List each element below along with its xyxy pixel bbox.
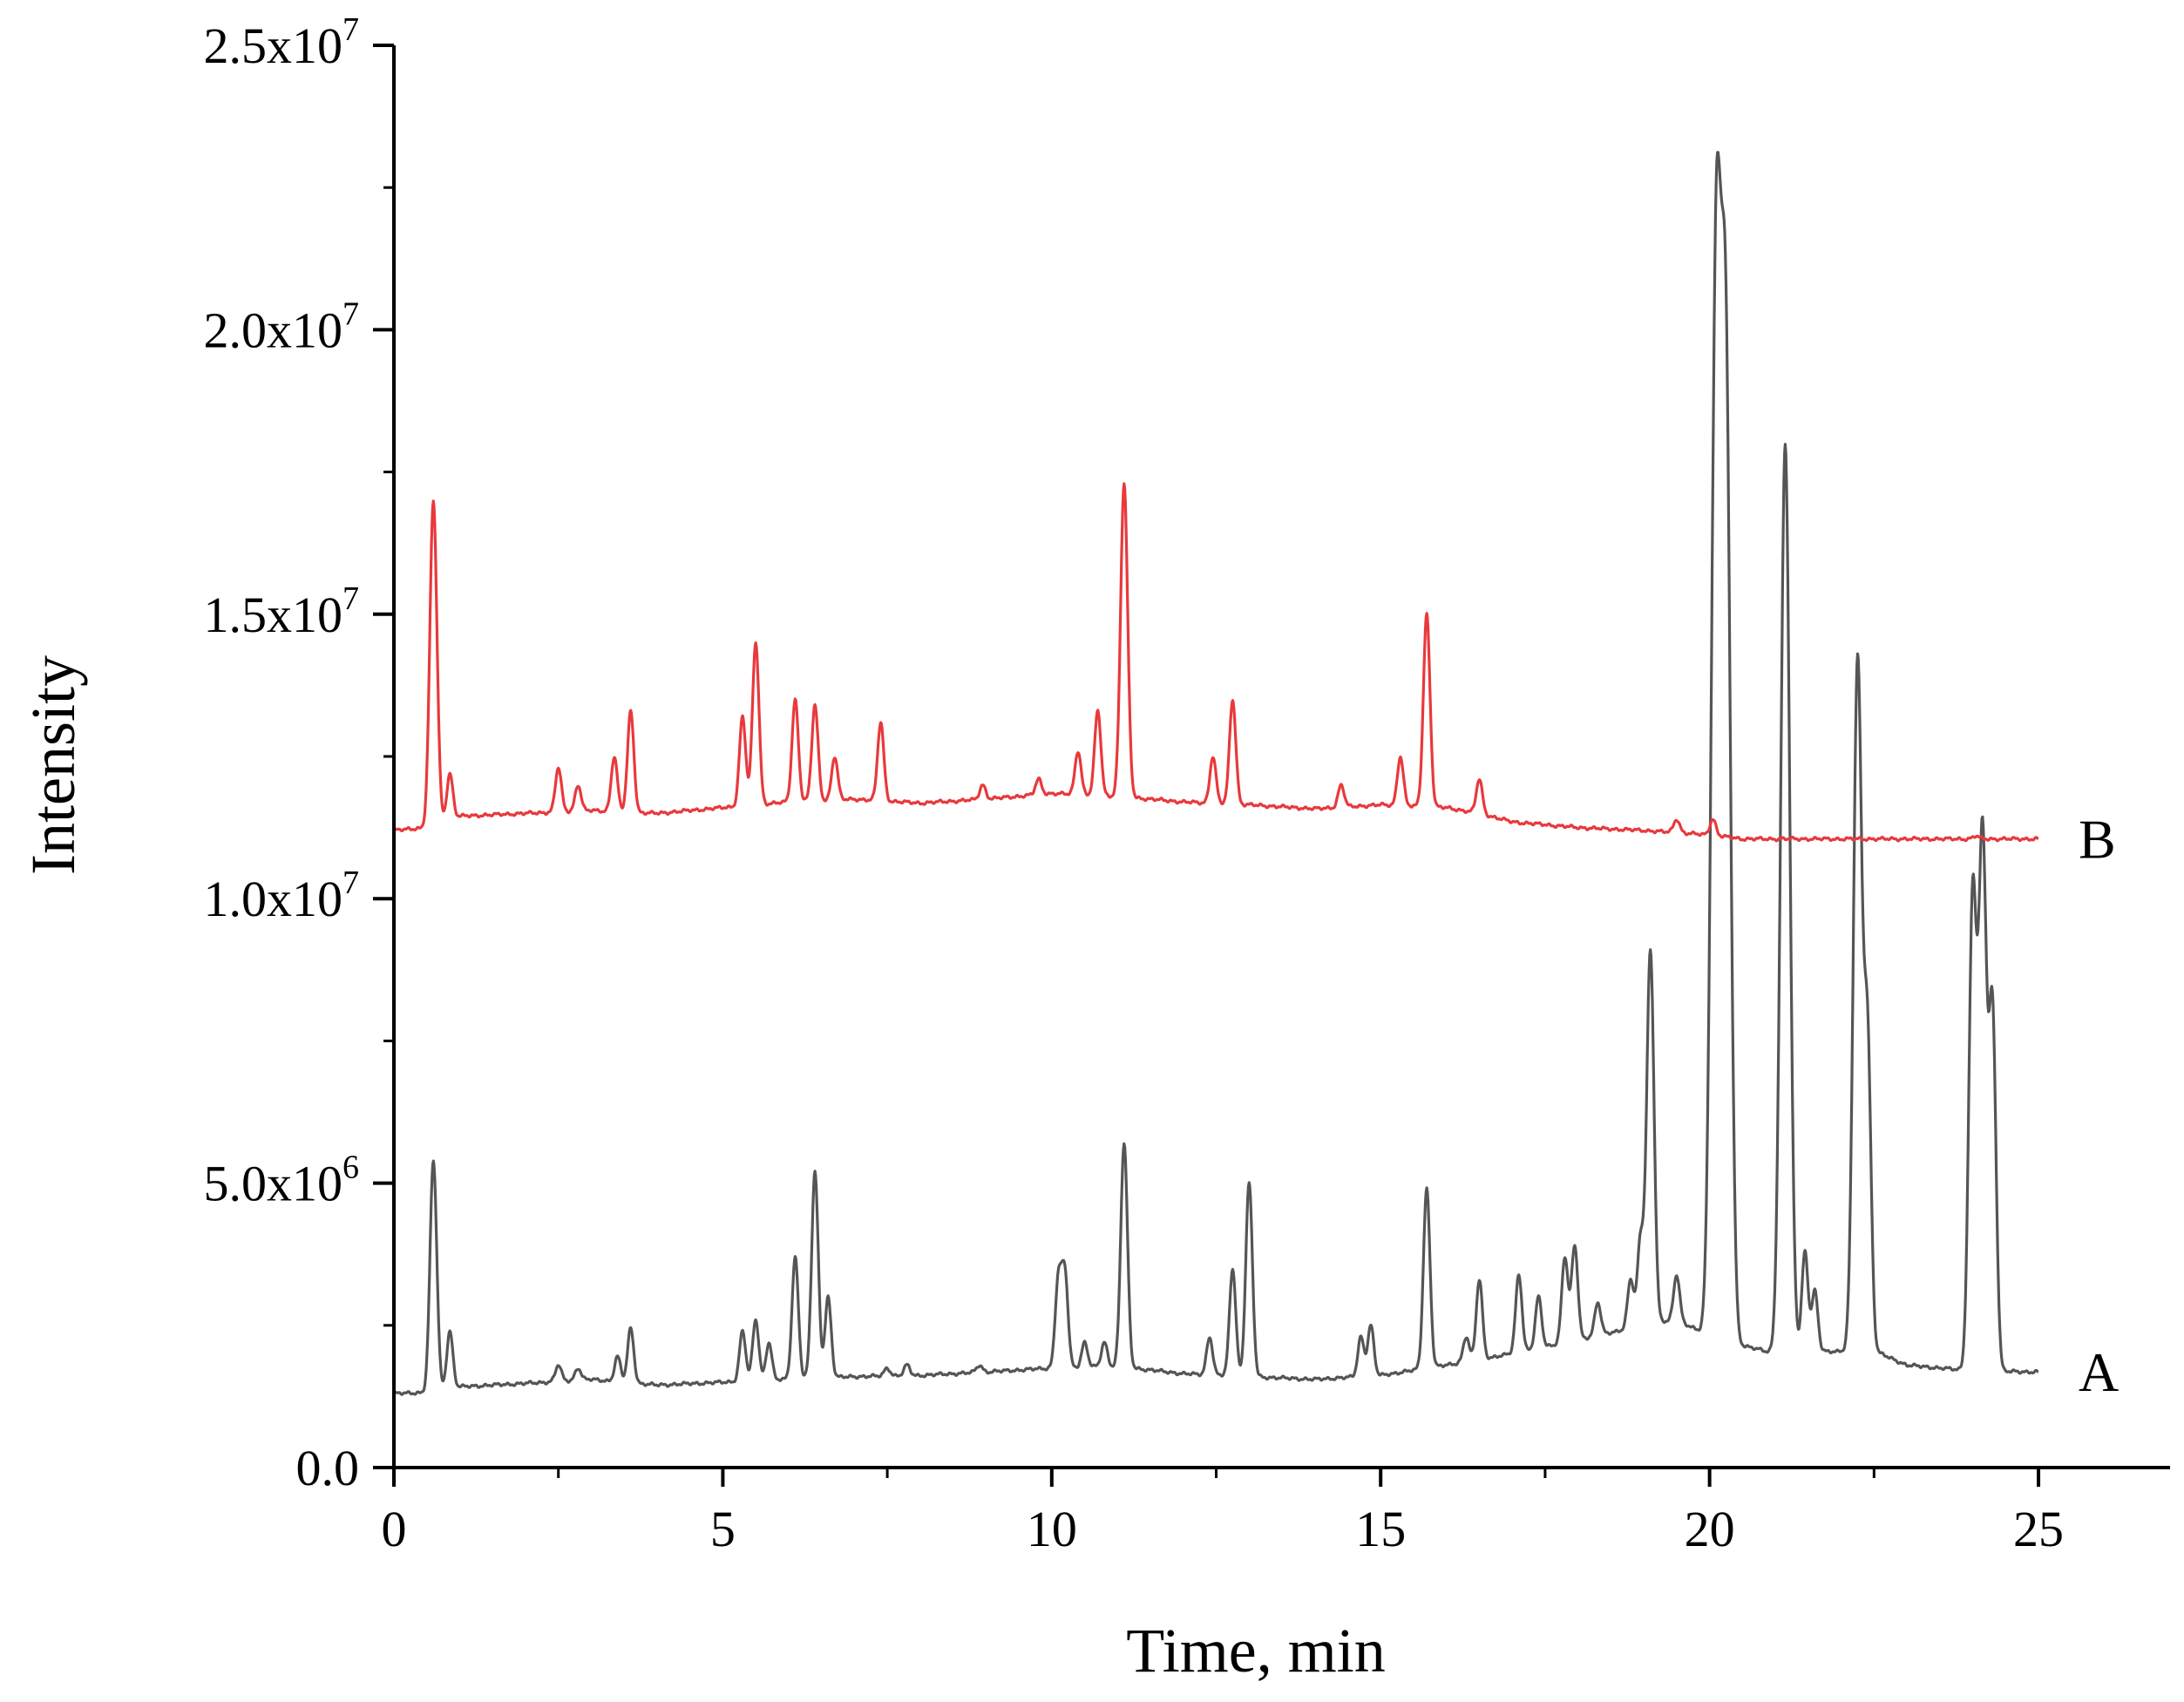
x-axis-title: Time, min [1126,1616,1385,1685]
y-tick-label: 1.5x107 [204,580,360,643]
series-line-b [392,482,2039,843]
x-axis: 0 5 10 15 20 25 [382,1466,2170,1557]
y-axis: 0.0 5.0x106 1.0x107 1.5x107 2.0x107 2.5x107 [204,11,396,1496]
series-labels: AB [2079,808,2119,1403]
x-tick-label: 0 [382,1501,407,1557]
y-tick-label: 1.0x107 [204,865,360,927]
x-tick-label: 15 [1355,1501,1406,1557]
plot-lines [392,151,2039,1396]
y-tick-label: 2.5x107 [204,11,360,74]
y-tick-label: 2.0x107 [204,295,360,358]
series-label-a: A [2079,1341,2119,1403]
y-axis-title: Intensity [18,655,88,875]
x-tick-label: 20 [1685,1501,1735,1557]
series-label-b: B [2079,808,2116,870]
x-tick-label: 25 [2013,1501,2064,1557]
y-tick-label: 5.0x106 [204,1149,360,1212]
series-line-a [392,151,2039,1396]
y-tick-label: 0.0 [296,1440,360,1496]
x-tick-label: 10 [1027,1501,1077,1557]
x-tick-label: 5 [710,1501,736,1557]
